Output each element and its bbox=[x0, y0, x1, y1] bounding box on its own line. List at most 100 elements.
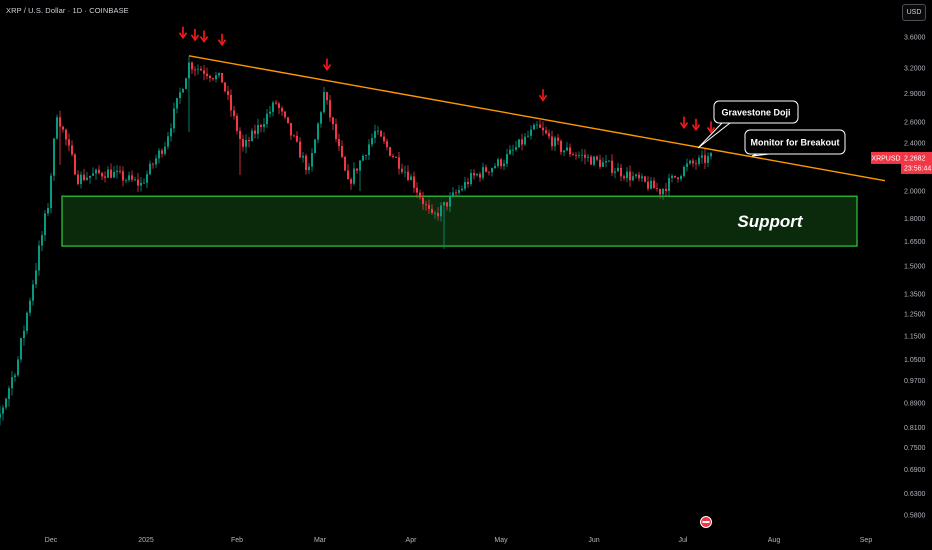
candle bbox=[692, 157, 694, 168]
resistance-arrow-icon bbox=[691, 118, 701, 132]
candle bbox=[710, 151, 712, 160]
candle bbox=[155, 154, 157, 168]
candle bbox=[332, 116, 334, 131]
x-tick-label: Jul bbox=[679, 537, 688, 544]
candle bbox=[635, 173, 637, 179]
candle bbox=[278, 102, 280, 114]
candle bbox=[545, 126, 547, 135]
event-flag-icon[interactable] bbox=[700, 516, 712, 528]
candle bbox=[560, 139, 562, 156]
candle bbox=[602, 157, 604, 168]
candle bbox=[479, 171, 481, 182]
candle bbox=[176, 97, 178, 114]
candle bbox=[644, 175, 646, 183]
candle bbox=[464, 176, 466, 191]
price-tag-symbol: XRPUSD bbox=[871, 155, 900, 162]
candle bbox=[128, 171, 130, 183]
candle bbox=[98, 165, 100, 175]
annotation-callout[interactable]: Monitor for Breakout bbox=[744, 129, 846, 157]
candle bbox=[569, 143, 571, 157]
candle bbox=[92, 167, 94, 176]
candle bbox=[626, 167, 628, 183]
candle bbox=[587, 153, 589, 162]
x-tick-label: Aug bbox=[768, 537, 781, 544]
candle bbox=[539, 120, 541, 129]
candle bbox=[245, 134, 247, 154]
candle bbox=[698, 155, 700, 167]
candle bbox=[554, 135, 556, 152]
candle bbox=[317, 122, 319, 144]
candle bbox=[149, 160, 151, 176]
candle bbox=[26, 311, 28, 335]
candle bbox=[515, 140, 517, 152]
candle bbox=[491, 167, 493, 177]
price-tag-value: 2.2682 bbox=[904, 155, 926, 162]
candle bbox=[386, 138, 388, 151]
candle bbox=[269, 106, 271, 118]
candle bbox=[371, 133, 373, 147]
candle bbox=[209, 74, 211, 83]
candle bbox=[422, 191, 424, 210]
candle bbox=[458, 185, 460, 197]
candle bbox=[689, 159, 691, 166]
candle bbox=[38, 240, 40, 276]
candle bbox=[530, 125, 532, 140]
candle bbox=[650, 177, 652, 190]
candle bbox=[608, 160, 610, 163]
candle bbox=[704, 148, 706, 169]
currency-button[interactable]: USD bbox=[902, 4, 926, 21]
candle bbox=[668, 173, 670, 196]
candle bbox=[596, 155, 598, 162]
candle bbox=[473, 169, 475, 180]
candle bbox=[404, 165, 406, 178]
x-tick-label: 2025 bbox=[138, 537, 154, 544]
candle bbox=[218, 72, 220, 79]
candle bbox=[17, 355, 19, 377]
annotation-callout[interactable]: Gravestone Doji bbox=[697, 100, 799, 149]
resistance-arrow-icon bbox=[217, 33, 227, 47]
candle bbox=[5, 397, 7, 410]
candle bbox=[287, 117, 289, 124]
candle bbox=[296, 131, 298, 143]
y-tick-label: 2.0000 bbox=[904, 188, 926, 195]
candle bbox=[272, 100, 274, 117]
candle bbox=[50, 173, 52, 214]
candle bbox=[170, 123, 172, 142]
candle bbox=[497, 157, 499, 169]
candle bbox=[563, 150, 565, 156]
y-tick-label: 0.8100 bbox=[904, 425, 926, 432]
candle bbox=[107, 166, 109, 179]
candle bbox=[356, 168, 358, 174]
candle bbox=[533, 122, 535, 130]
candle bbox=[686, 158, 688, 172]
candle bbox=[74, 152, 76, 175]
candle bbox=[230, 89, 232, 117]
candle bbox=[308, 163, 310, 174]
candle bbox=[347, 164, 349, 180]
candle bbox=[461, 185, 463, 192]
resistance-arrow-icon bbox=[706, 121, 716, 134]
candle bbox=[614, 168, 616, 179]
candle bbox=[158, 148, 160, 164]
candle bbox=[446, 202, 448, 211]
candle bbox=[416, 182, 418, 198]
resistance-arrow-icon bbox=[679, 116, 689, 129]
candle bbox=[164, 141, 166, 156]
candle bbox=[86, 171, 88, 181]
candle bbox=[65, 128, 67, 146]
candle bbox=[188, 56, 190, 132]
candle bbox=[656, 182, 658, 192]
candle bbox=[290, 122, 292, 141]
candle bbox=[701, 150, 703, 164]
candle bbox=[224, 81, 226, 93]
candle bbox=[488, 171, 490, 176]
candle bbox=[593, 155, 595, 167]
candle bbox=[8, 385, 10, 407]
annotation-text: Gravestone Doji bbox=[721, 108, 790, 118]
candle bbox=[536, 121, 538, 130]
candle bbox=[428, 199, 430, 214]
candle bbox=[632, 171, 634, 182]
candle bbox=[380, 129, 382, 137]
candle bbox=[542, 121, 544, 136]
